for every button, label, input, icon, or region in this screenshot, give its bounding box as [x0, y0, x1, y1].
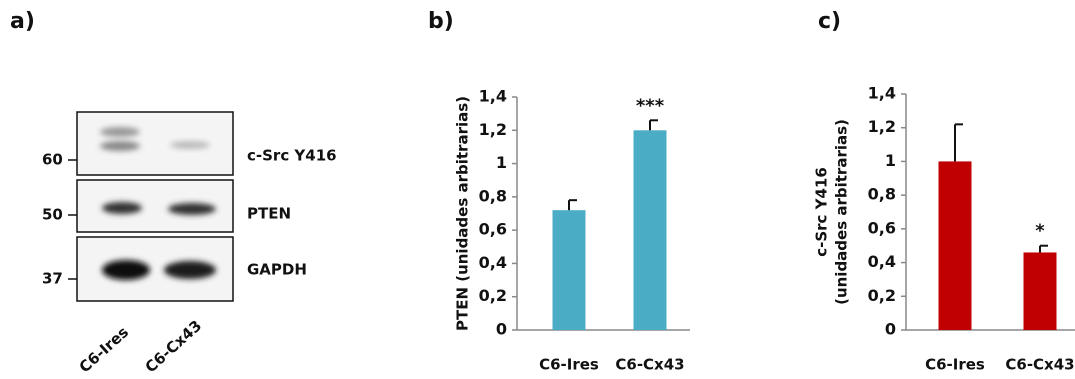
- y-tick-label: 1,2: [868, 117, 896, 136]
- x-tick-label: C6-Cx43: [615, 356, 684, 374]
- y-axis-label: c-Src Y416: [813, 167, 831, 257]
- x-tick-label: C6-Ires: [539, 356, 599, 374]
- y-tick-label: 0,2: [868, 286, 896, 305]
- y-tick-label: 1: [496, 153, 507, 172]
- y-tick-label: 0,8: [479, 186, 507, 205]
- band-label: GAPDH: [247, 261, 307, 279]
- y-tick-label: 1,4: [479, 87, 507, 106]
- y-tick-label: 1,4: [868, 84, 896, 103]
- band-label: PTEN: [247, 205, 291, 223]
- mw-marker: 60: [42, 151, 63, 169]
- mw-marker: 50: [42, 206, 63, 224]
- mw-marker: 37: [42, 270, 63, 288]
- y-tick-label: 1: [885, 151, 896, 170]
- x-tick-label: C6-Cx43: [1005, 356, 1074, 374]
- lane-label: C6-Cx43: [142, 317, 205, 377]
- panel-label: a): [10, 9, 35, 34]
- y-axis-label: PTEN (unidades arbitrarias): [454, 96, 472, 331]
- y-tick-label: 0,4: [479, 253, 507, 272]
- lane-label: C6-Ires: [76, 323, 133, 376]
- y-tick-label: 0,6: [479, 220, 507, 239]
- y-tick-label: 0: [885, 320, 896, 339]
- bar: [1024, 252, 1057, 330]
- y-tick-label: 0,8: [868, 185, 896, 204]
- figure: a) 60 50 37 c-Src Y416 PTEN GAPDH C6-Ire…: [0, 0, 1075, 379]
- y-tick-label: 1,2: [479, 120, 507, 139]
- annotation: *: [1035, 221, 1045, 242]
- y-tick-label: 0,4: [868, 252, 896, 271]
- bar: [939, 161, 972, 330]
- y-axis-label: (unidades arbitrarias): [833, 119, 851, 305]
- bar: [553, 210, 586, 330]
- y-tick-label: 0,6: [868, 218, 896, 237]
- annotation: ***: [636, 95, 665, 116]
- panel-label: b): [428, 9, 454, 34]
- x-tick-label: C6-Ires: [925, 356, 985, 374]
- y-tick-label: 0: [496, 320, 507, 339]
- blot-images: [68, 112, 233, 301]
- y-tick-label: 0,2: [479, 286, 507, 305]
- bar: [634, 130, 667, 330]
- panel-label: c): [818, 9, 841, 34]
- band-label: c-Src Y416: [247, 147, 337, 165]
